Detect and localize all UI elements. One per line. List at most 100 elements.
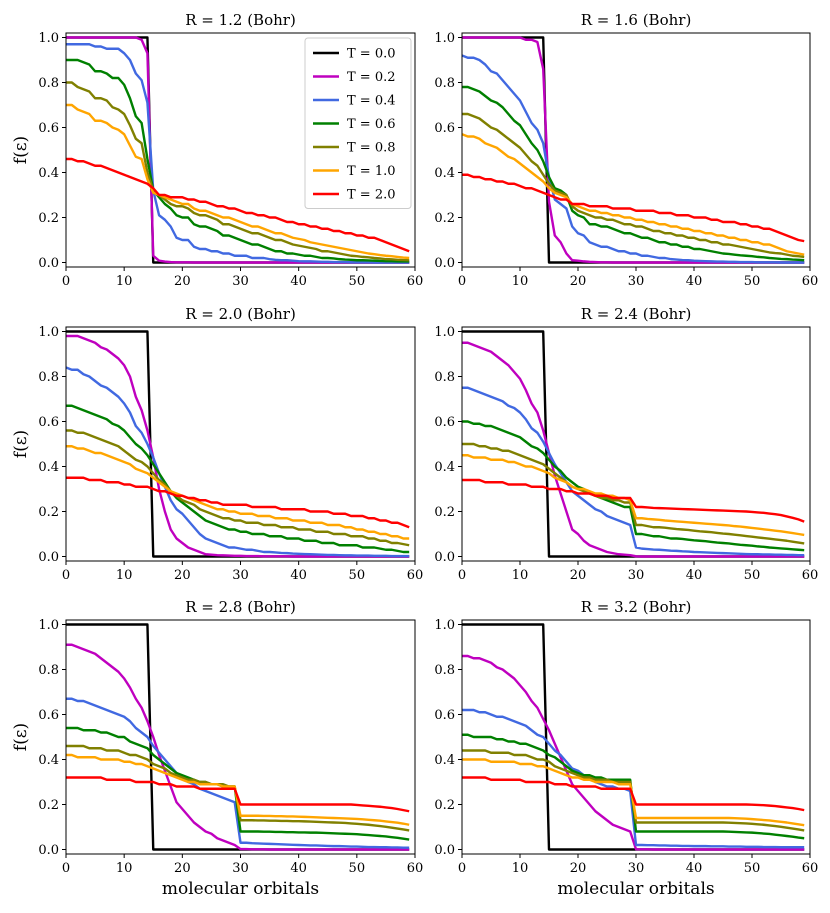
y-tick-label: 0.2 xyxy=(434,211,455,226)
x-tick-label: 50 xyxy=(349,568,366,583)
y-tick-label: 0.0 xyxy=(434,256,455,271)
legend-box xyxy=(304,37,412,209)
y-tick-label: 0.4 xyxy=(434,460,455,475)
panel-title: R = 2.8 (Bohr) xyxy=(185,598,296,616)
x-tick-label: 10 xyxy=(512,861,529,876)
x-tick-label: 60 xyxy=(802,568,819,583)
y-tick-label: 0.8 xyxy=(38,370,59,385)
x-tick-label: 30 xyxy=(628,274,645,289)
legend-label: T = 1.0 xyxy=(347,164,396,179)
y-tick-label: 0.4 xyxy=(38,166,59,181)
x-tick-label: 40 xyxy=(686,861,703,876)
x-tick-label: 40 xyxy=(290,274,307,289)
panel-title: R = 1.6 (Bohr) xyxy=(581,11,692,29)
x-tick-label: 60 xyxy=(802,861,819,876)
y-tick-label: 1.0 xyxy=(434,618,455,633)
series-line xyxy=(462,442,805,545)
x-tick-label: 10 xyxy=(116,568,133,583)
series-line xyxy=(66,429,410,547)
x-axis-label: molecular orbitals xyxy=(162,879,319,899)
y-tick-label: 0.4 xyxy=(38,460,59,475)
y-tick-label: 0.0 xyxy=(38,550,59,565)
x-tick-label: 20 xyxy=(174,274,191,289)
x-tick-label: 30 xyxy=(232,568,249,583)
series-group xyxy=(66,36,410,264)
panel-title: R = 1.2 (Bohr) xyxy=(185,11,296,29)
y-tick-label: 0.0 xyxy=(434,550,455,565)
panel-title: R = 2.0 (Bohr) xyxy=(185,305,296,323)
y-tick-label: 0.2 xyxy=(434,798,455,813)
x-tick-label: 0 xyxy=(458,861,466,876)
y-axis-label: f(ε) xyxy=(11,136,31,164)
series-line xyxy=(462,708,805,849)
x-tick-label: 50 xyxy=(744,861,761,876)
y-tick-label: 0.2 xyxy=(38,798,59,813)
y-tick-label: 0.8 xyxy=(38,663,59,678)
y-tick-label: 0.4 xyxy=(434,753,455,768)
series-line xyxy=(66,330,410,558)
x-tick-label: 40 xyxy=(290,861,307,876)
x-tick-label: 10 xyxy=(512,274,529,289)
series-group xyxy=(462,623,805,851)
y-tick-label: 1.0 xyxy=(38,31,59,46)
series-line xyxy=(66,776,410,813)
series-line xyxy=(462,454,805,537)
series-line xyxy=(462,54,805,264)
y-tick-label: 1.0 xyxy=(38,618,59,633)
series-line xyxy=(462,133,805,256)
series-line xyxy=(462,341,805,558)
y-tick-label: 0.6 xyxy=(434,415,455,430)
x-tick-label: 30 xyxy=(232,274,249,289)
series-line xyxy=(462,173,805,243)
x-tick-label: 10 xyxy=(116,274,133,289)
y-tick-label: 0.0 xyxy=(38,256,59,271)
series-line xyxy=(462,654,805,851)
x-tick-label: 0 xyxy=(62,568,70,583)
y-tick-label: 0.8 xyxy=(434,663,455,678)
legend-label: T = 0.6 xyxy=(347,117,396,132)
x-tick-label: 30 xyxy=(232,861,249,876)
x-tick-label: 60 xyxy=(802,274,819,289)
y-tick-label: 0.2 xyxy=(434,505,455,520)
series-line xyxy=(66,366,410,558)
panels-layer: 0 10 20 30 40 50 60 0.0 0.2 0.4 0.6 0.8 1.0 R = 1.2 (… xyxy=(11,11,818,899)
panel-title: R = 2.4 (Bohr) xyxy=(581,305,692,323)
series-line xyxy=(66,103,410,260)
y-tick-label: 0.6 xyxy=(38,121,59,136)
x-tick-label: 10 xyxy=(116,861,133,876)
series-line xyxy=(66,404,410,554)
series-line xyxy=(462,478,805,523)
x-tick-label: 30 xyxy=(628,568,645,583)
legend-label: T = 0.2 xyxy=(347,70,396,85)
series-line xyxy=(462,758,805,827)
y-tick-label: 0.0 xyxy=(434,843,455,858)
x-tick-label: 20 xyxy=(570,861,587,876)
series-group xyxy=(66,330,410,558)
x-tick-label: 40 xyxy=(290,568,307,583)
y-tick-label: 0.6 xyxy=(434,708,455,723)
y-tick-label: 0.2 xyxy=(38,505,59,520)
x-tick-label: 20 xyxy=(570,274,587,289)
chart-panel: 0 10 20 30 40 50 60 0.0 0.2 0.4 0.6 0.8 1.0 R = 1.6 (… xyxy=(434,11,818,289)
series-line xyxy=(66,157,410,253)
y-tick-label: 0.0 xyxy=(38,843,59,858)
y-tick-label: 0.6 xyxy=(38,415,59,430)
x-axis-label: molecular orbitals xyxy=(557,879,714,899)
x-tick-label: 30 xyxy=(628,861,645,876)
series-group xyxy=(462,330,805,558)
series-group xyxy=(462,36,805,264)
chart-panel: 0 10 20 30 40 50 60 0.0 0.2 0.4 0.6 0.8 1.0 R = 1.2 (… xyxy=(11,11,423,289)
series-group xyxy=(66,623,410,851)
y-axis-label: f(ε) xyxy=(11,430,31,458)
chart-panel: 0 10 20 30 40 50 60 0.0 0.2 0.4 0.6 0.8 1.0 R = 2.0 (… xyxy=(11,305,423,583)
legend: T = 0.0 T = 0.2 T = 0.4 T = 0.6 T = 0.8 T = 1… xyxy=(304,37,412,209)
y-tick-label: 1.0 xyxy=(434,31,455,46)
chart-panel: 0 10 20 30 40 50 60 0.0 0.2 0.4 0.6 0.8 1.0 R = 2.8 (… xyxy=(11,598,423,899)
x-tick-label: 20 xyxy=(174,568,191,583)
series-line xyxy=(66,58,410,263)
series-line xyxy=(462,85,805,262)
y-tick-label: 0.4 xyxy=(434,166,455,181)
x-tick-label: 60 xyxy=(407,568,424,583)
series-line xyxy=(66,81,410,262)
series-line xyxy=(66,697,410,849)
